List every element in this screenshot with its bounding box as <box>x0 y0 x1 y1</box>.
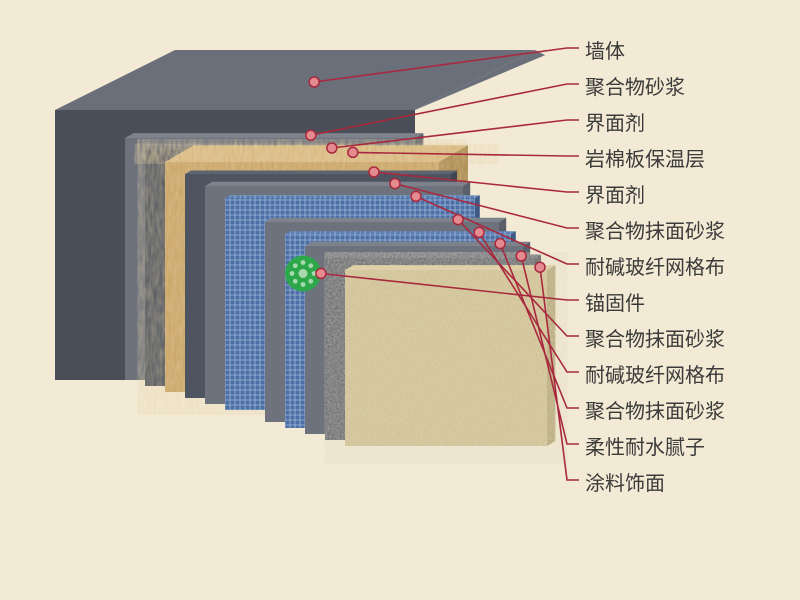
label-layer-anchor: 锚固件 <box>585 287 645 316</box>
dot-layer-mesh-2 <box>474 227 484 237</box>
dot-layer-wall <box>309 77 319 87</box>
label-layer-interface-1: 界面剂 <box>585 107 645 136</box>
layer-polymer-mortar-top <box>125 133 423 138</box>
label-layer-paint: 涂料饰面 <box>585 467 665 496</box>
label-layer-mesh-1: 耐碱玻纤网格布 <box>585 251 725 280</box>
label-layer-polymer-face-3: 聚合物抹面砂浆 <box>585 395 725 424</box>
layer-putty-top <box>325 255 541 259</box>
label-layer-polymer-mortar: 聚合物砂浆 <box>585 71 685 100</box>
layer-polymer-face-1-top <box>205 182 470 186</box>
dot-layer-polymer-mortar <box>306 130 316 140</box>
dot-layer-rockwool <box>348 147 358 157</box>
label-layer-polymer-face-2: 聚合物抹面砂浆 <box>585 323 725 352</box>
label-layer-rockwool: 岩棉板保温层 <box>585 143 705 172</box>
label-layer-polymer-face-1: 聚合物抹面砂浆 <box>585 215 725 244</box>
dot-layer-putty <box>516 251 526 261</box>
dot-layer-anchor <box>316 269 326 279</box>
dot-layer-paint <box>535 262 545 272</box>
dot-layer-polymer-face-2 <box>453 215 463 225</box>
label-layer-wall: 墙体 <box>585 35 625 64</box>
layer-wall-top <box>55 50 535 110</box>
dot-layer-mesh-1 <box>411 191 421 201</box>
dot-layer-interface-2 <box>369 167 379 177</box>
dot-layer-interface-1 <box>327 143 337 153</box>
dot-layer-polymer-face-1 <box>390 179 400 189</box>
layer-paint-face <box>345 270 547 446</box>
label-layer-interface-2: 界面剂 <box>585 179 645 208</box>
label-layer-mesh-2: 耐碱玻纤网格布 <box>585 359 725 388</box>
layer-interface-2-top <box>185 171 457 175</box>
dot-layer-polymer-face-3 <box>495 239 505 249</box>
label-layer-putty: 柔性耐水腻子 <box>585 431 705 460</box>
